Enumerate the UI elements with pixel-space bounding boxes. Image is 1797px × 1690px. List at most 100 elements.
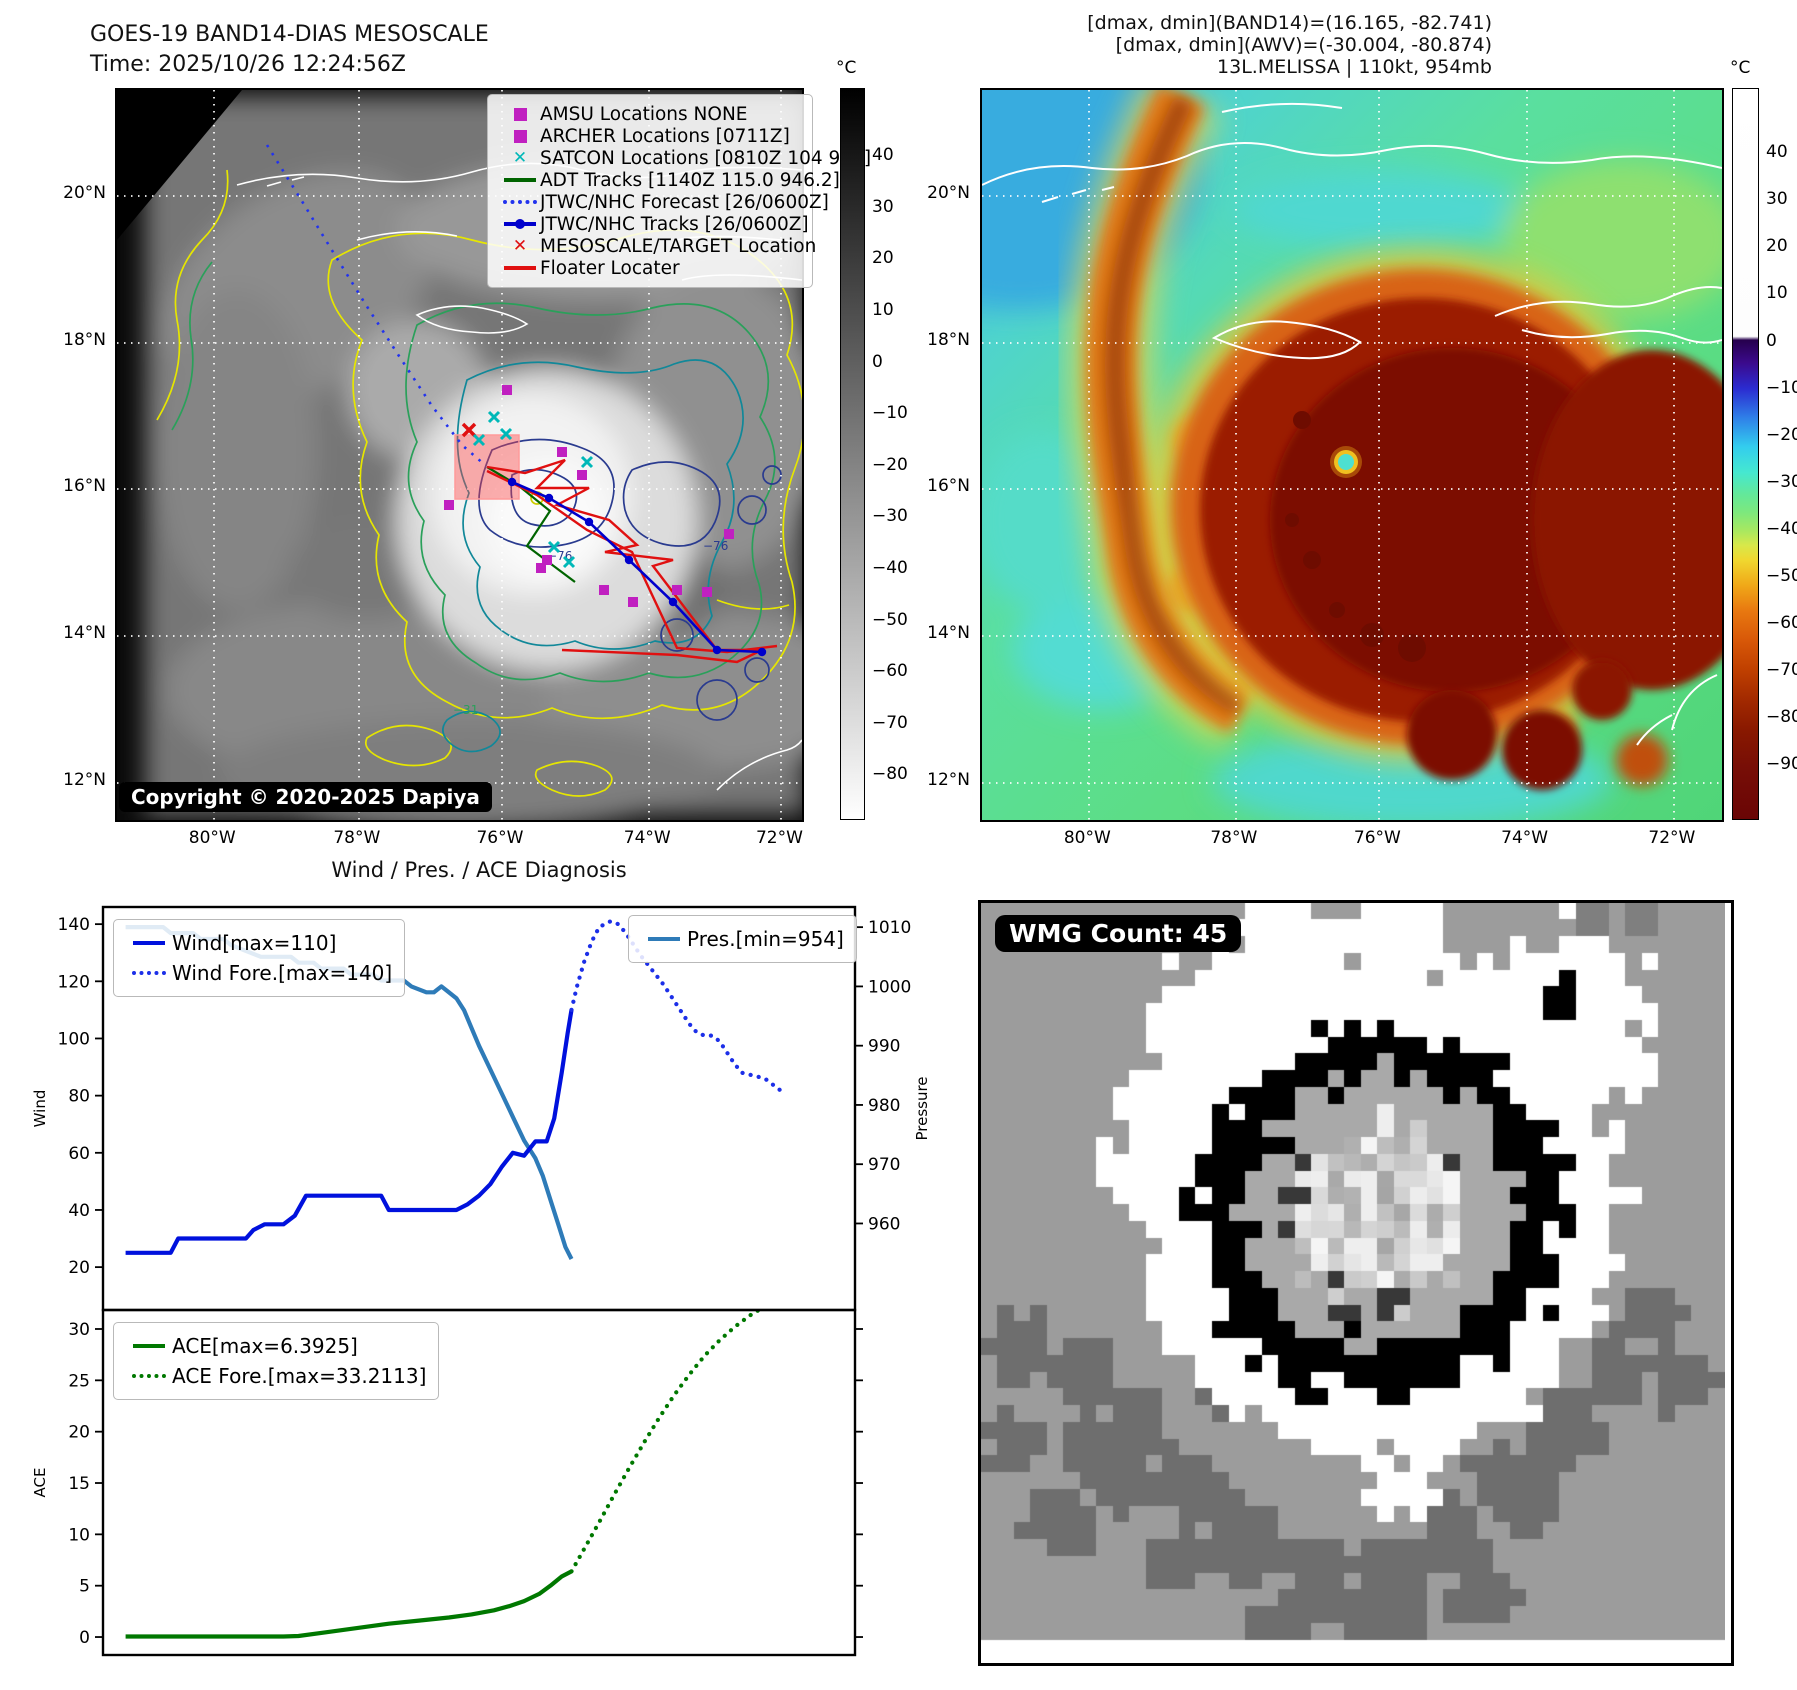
axis-tick-label: 100 — [58, 1029, 90, 1049]
legend-marker — [500, 266, 540, 270]
axis-tick-label: 990 — [868, 1037, 900, 1057]
archer-markers — [444, 385, 734, 607]
right-lat-label: 16°N — [927, 475, 970, 496]
colorbar-tick-label: −30 — [872, 506, 908, 527]
legend-entry: ACE Fore.[max=33.2113] — [126, 1361, 426, 1391]
color-ir-satellite-map — [980, 88, 1724, 822]
legend-entry: ✕ MESOSCALE/TARGET Location — [500, 235, 816, 257]
color-ir-art — [982, 90, 1722, 820]
colorbar-tick-label: −70 — [1766, 660, 1797, 681]
line-marker-icon — [504, 266, 536, 270]
right-lat-label: 18°N — [927, 330, 970, 351]
coastlines — [982, 102, 1722, 746]
square-marker-icon — [513, 107, 527, 121]
left-lon-label: 78°W — [333, 828, 381, 848]
line-marker-icon — [648, 937, 680, 941]
axis-tick-label: 5 — [79, 1577, 90, 1597]
legend-entry: Floater Locater — [500, 257, 800, 279]
legend-marker — [500, 129, 540, 143]
dotted-line-icon — [132, 971, 166, 975]
chart-series-line — [125, 1569, 573, 1639]
dotted-line-icon — [132, 1374, 166, 1378]
line-marker-icon — [133, 941, 165, 945]
colorbar-tick-label: −20 — [872, 454, 908, 475]
legend-marker: ✕ — [500, 149, 540, 166]
line-marker-icon — [133, 1344, 165, 1348]
legend-marker — [126, 1344, 172, 1348]
wind-legend: Wind[max=110] Wind Fore.[max=140] — [113, 919, 406, 997]
dmax-band14: [dmax, dmin](BAND14)=(16.165, -82.741) — [1087, 12, 1492, 34]
colorbar-tick-label: −60 — [872, 661, 908, 682]
wmg-count-badge: WMG Count: 45 — [995, 915, 1242, 952]
axis-tick-label: 80 — [68, 1087, 90, 1107]
bw-colorbar-unit: °C — [836, 58, 857, 78]
axis-tick-label: 960 — [868, 1214, 900, 1234]
legend-label: ARCHER Locations [0711Z] — [540, 125, 790, 147]
colorbar-tick-label: 0 — [872, 351, 883, 372]
chart-series-line — [569, 1310, 763, 1574]
legend-entry: JTWC/NHC Forecast [26/0600Z] — [500, 191, 829, 213]
ace-axis-label: ACE — [31, 1468, 49, 1498]
legend-marker — [641, 937, 687, 941]
axis-tick-label: 60 — [68, 1144, 90, 1164]
left-lat-label: 14°N — [63, 623, 106, 644]
satcon-markers — [472, 410, 594, 569]
left-lat-label: 16°N — [63, 475, 106, 496]
ir-colorbar-unit: °C — [1730, 58, 1751, 78]
outer-rainband — [1067, 90, 1263, 750]
right-lon-label: 74°W — [1501, 828, 1549, 848]
axis-tick-label: 40 — [68, 1201, 90, 1221]
colorbar-tick-label: −50 — [1766, 566, 1797, 586]
panel-title-block: GOES-19 BAND14-DIAS MESOSCALE Time: 2025… — [90, 20, 489, 80]
x-marker-icon: ✕ — [512, 235, 528, 256]
colorbar-tick-label: −50 — [872, 609, 908, 630]
colorbar-tick-label: 30 — [872, 196, 894, 217]
hurricane-eye — [1330, 446, 1362, 478]
page-title: GOES-19 BAND14-DIAS MESOSCALE — [90, 22, 489, 47]
left-lat-label: 12°N — [63, 769, 106, 790]
chart-series-line — [569, 919, 790, 1092]
colorbar-tick-label: −80 — [1766, 707, 1797, 728]
legend-marker — [126, 941, 172, 945]
legend-label: Wind[max=110] — [172, 931, 337, 955]
jtwc-forecast-track — [265, 144, 486, 466]
timestamp: Time: 2025/10/26 12:24:56Z — [90, 52, 406, 77]
contour-label: −76 — [703, 539, 728, 553]
line-dot-marker-icon — [504, 219, 536, 229]
axis-tick-label: 15 — [68, 1474, 90, 1494]
ace-legend: ACE[max=6.3925] ACE Fore.[max=33.2113] — [113, 1322, 440, 1400]
colorbar-tick-label: −60 — [1766, 613, 1797, 634]
colorbar-tick-label: 40 — [872, 145, 894, 166]
axis-tick-label: 1000 — [868, 977, 911, 997]
wmg-panel: WMG Count: 45 — [978, 900, 1734, 1666]
right-lon-label: 80°W — [1063, 828, 1111, 848]
colorbar-tick-label: 20 — [1766, 236, 1788, 257]
axis-tick-label: 10 — [68, 1525, 90, 1545]
axis-tick-label: 980 — [868, 1096, 900, 1116]
floater-track — [486, 458, 763, 664]
colorbar-tick-label: −80 — [872, 764, 908, 785]
chart-title: Wind / Pres. / ACE Diagnosis — [331, 858, 627, 882]
pressure-axis-label: Pressure — [913, 1076, 931, 1140]
right-lat-label: 14°N — [927, 623, 970, 644]
wind-axis-label: Wind — [31, 1090, 49, 1128]
colorbar-tick-label: −10 — [1766, 377, 1797, 398]
target-x-marker — [461, 422, 477, 438]
legend-marker — [500, 107, 540, 121]
floater-track-2 — [486, 469, 778, 654]
copyright-badge: Copyright © 2020-2025 Dapiya — [119, 782, 492, 812]
legend-label: SATCON Locations [0810Z 104 956] — [540, 147, 872, 169]
graticule — [117, 90, 802, 820]
colorbar-tick-label: 10 — [872, 299, 894, 320]
pressure-legend: Pres.[min=954] — [628, 915, 857, 963]
colorbar-tick-label: 0 — [1766, 330, 1777, 351]
legend-label: ACE Fore.[max=33.2113] — [172, 1364, 427, 1388]
axis-tick-label: 20 — [68, 1258, 90, 1278]
chart-series-line — [125, 1009, 574, 1255]
legend-label: ADT Tracks [1140Z 115.0 946.2] — [540, 169, 840, 191]
dmax-awv: [dmax, dmin](AWV)=(-30.004, -80.874) — [1115, 34, 1492, 56]
graticule — [982, 90, 1722, 820]
axis-tick-label: 120 — [58, 972, 90, 992]
contour-label: −31 — [453, 703, 478, 717]
colorbar-tick-label: 20 — [872, 248, 894, 269]
